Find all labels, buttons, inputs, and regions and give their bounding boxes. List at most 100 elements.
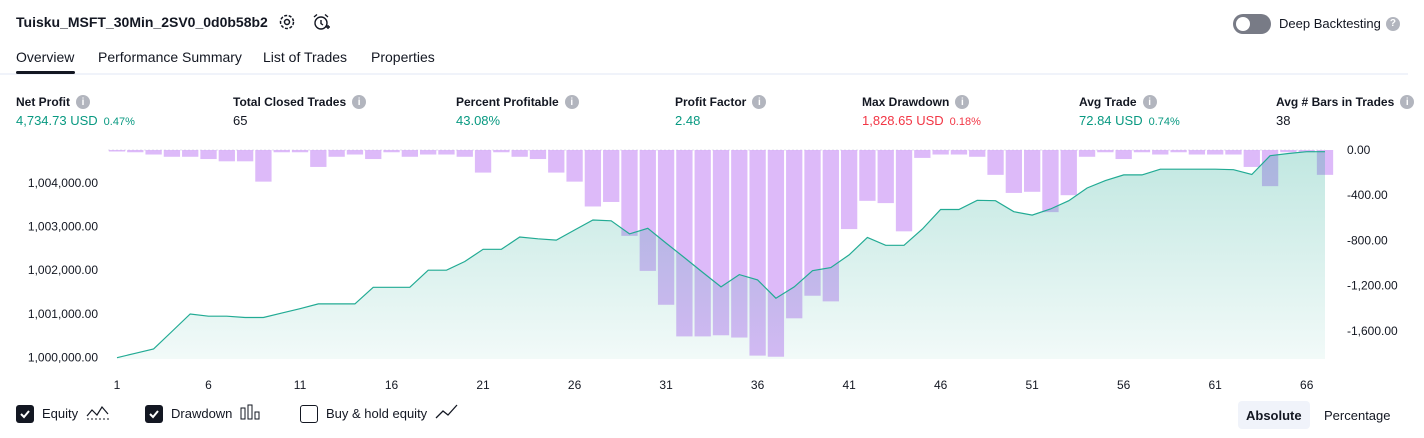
drawdown-bar <box>987 150 1004 175</box>
help-icon[interactable]: i <box>352 95 367 109</box>
metric-value-text: 4,734.73 USD <box>16 113 98 128</box>
drawdown-bar <box>950 150 968 155</box>
drawdown-bar <box>566 150 583 182</box>
x-axis: 1 6 11 16 21 26 31 36 41 46 51 56 61 66 <box>114 378 1314 392</box>
drawdown-bar <box>383 150 400 153</box>
drawdown-bar <box>1024 150 1041 192</box>
drawdown-bar <box>145 150 162 155</box>
metric-value-avg-trade: 72.84 USD 0.74% <box>1079 113 1180 128</box>
drawdown-bar <box>273 150 290 153</box>
equity-drawdown-chart[interactable]: 1,000,000.00 1,001,000.00 1,002,000.00 1,00… <box>0 140 1424 395</box>
legend-label: Equity <box>42 406 79 421</box>
x-tick-label: 11 <box>294 378 307 392</box>
drawdown-bar <box>163 150 181 157</box>
x-tick-label: 21 <box>476 378 490 392</box>
left-tick-label: 1,004,000.00 <box>28 176 98 190</box>
tab-properties[interactable]: Properties <box>371 49 435 65</box>
equity-line <box>116 151 1325 359</box>
metric-label-text: Avg Trade <box>1079 95 1137 109</box>
right-tick-label: -1,200.00 <box>1347 279 1398 293</box>
drawdown-bar <box>969 150 986 157</box>
legend-drawdown[interactable]: Drawdown <box>145 404 262 423</box>
x-tick-label: 66 <box>1300 378 1314 392</box>
active-tab-indicator <box>16 71 75 74</box>
help-icon[interactable]: ? <box>1385 16 1400 31</box>
metric-label-avg-trade: Avg Trade i <box>1079 95 1157 109</box>
metric-value-total-closed-trades: 65 <box>233 113 247 128</box>
alarm-plus-icon[interactable] <box>311 12 331 32</box>
deep-backtesting-label: Deep Backtesting ? <box>1279 16 1400 31</box>
bar-chart-icon <box>240 404 262 423</box>
drawdown-bar <box>182 150 199 157</box>
tabs-divider <box>0 73 1408 75</box>
metric-label-max-drawdown: Max Drawdown i <box>862 95 970 109</box>
strategy-name: Tuisku_MSFT_30Min_2SV0_0d0b58b2 <box>16 14 268 30</box>
drawdown-bar <box>1225 150 1242 155</box>
help-icon[interactable]: i <box>76 95 90 109</box>
metric-label-text: Profit Factor <box>675 95 747 109</box>
help-icon[interactable]: i <box>752 95 767 109</box>
buy-hold-checkbox[interactable] <box>300 404 318 423</box>
drawdown-bar <box>895 150 913 232</box>
legend-equity[interactable]: Equity <box>16 404 110 423</box>
drawdown-bar <box>548 150 565 173</box>
drawdown-checkbox[interactable] <box>145 404 163 423</box>
drawdown-bar <box>474 150 492 173</box>
drawdown-bar <box>218 150 235 162</box>
equity-checkbox[interactable] <box>16 404 34 423</box>
help-icon[interactable]: i <box>1142 95 1157 109</box>
line-chart-icon <box>435 404 459 423</box>
x-tick-label: 56 <box>1117 378 1131 392</box>
metric-value-text: 72.84 USD <box>1079 113 1143 128</box>
drawdown-bar <box>310 150 327 167</box>
drawdown-bar <box>584 150 602 207</box>
x-tick-label: 26 <box>568 378 582 392</box>
metric-value-text: 43.08% <box>456 113 501 128</box>
metric-pct: 0.47% <box>103 116 135 128</box>
metric-value-text: 2.48 <box>675 113 701 128</box>
metric-label-text: Max Drawdown <box>862 95 950 109</box>
drawdown-bar <box>511 150 528 157</box>
drawdown-bar <box>804 150 821 296</box>
metric-value-percent-profitable: 43.08% <box>456 113 500 128</box>
drawdown-bar <box>255 150 272 182</box>
metric-value-profit-factor: 2.48 <box>675 113 700 128</box>
drawdown-bar <box>932 150 949 155</box>
drawdown-bar <box>603 150 620 202</box>
right-tick-label: -400.00 <box>1347 188 1388 202</box>
help-icon[interactable]: i <box>1400 95 1415 109</box>
tab-overview[interactable]: Overview <box>16 49 75 65</box>
equity-series <box>116 151 1325 359</box>
legend-buy-hold[interactable]: Buy & hold equity <box>300 404 459 423</box>
right-axis: 0.00 -400.00 -800.00 -1,200.00 -1,600.00 <box>1347 143 1398 338</box>
help-icon[interactable]: i <box>564 95 579 109</box>
tab-list-of-trades[interactable]: List of Trades <box>263 49 348 65</box>
drawdown-bar <box>328 150 345 157</box>
x-tick-label: 61 <box>1209 378 1223 392</box>
metric-label-text: Total Closed Trades <box>233 95 347 109</box>
legend-label: Buy & hold equity <box>326 406 428 421</box>
legend-label: Drawdown <box>171 406 233 421</box>
right-tick-label: 0.00 <box>1347 143 1371 157</box>
metric-label-avg-bars: Avg # Bars in Trades i <box>1276 95 1415 109</box>
drawdown-bar <box>1115 150 1132 160</box>
area-line-icon <box>86 404 110 423</box>
tab-performance-summary[interactable]: Performance Summary <box>98 49 242 65</box>
drawdown-bar <box>1170 150 1187 153</box>
gear-icon[interactable] <box>277 12 297 32</box>
absolute-button[interactable]: Absolute <box>1238 401 1310 429</box>
drawdown-bar <box>346 150 364 155</box>
deep-backtesting-toggle[interactable] <box>1233 14 1271 34</box>
x-tick-label: 51 <box>1025 378 1039 392</box>
drawdown-bar <box>127 150 144 153</box>
x-tick-label: 46 <box>934 378 948 392</box>
help-icon[interactable]: i <box>955 95 970 109</box>
x-tick-label: 36 <box>751 378 765 392</box>
drawdown-bar <box>1042 150 1059 213</box>
drawdown-bar <box>621 150 638 236</box>
x-tick-label: 31 <box>659 378 673 392</box>
left-tick-label: 1,001,000.00 <box>28 307 98 321</box>
percentage-button[interactable]: Percentage <box>1324 407 1391 423</box>
metric-label-text: Net Profit <box>16 95 70 109</box>
drawdown-bar <box>291 150 309 153</box>
